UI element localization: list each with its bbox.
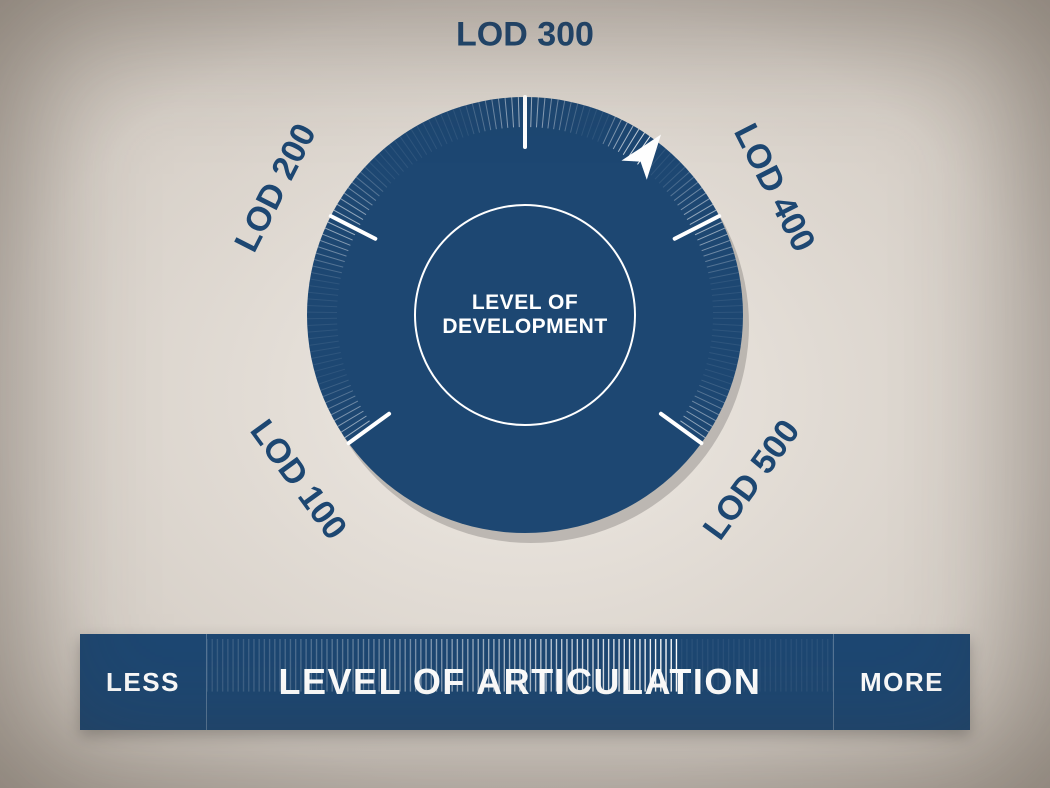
bar-mid: LEVEL OF ARTICULATION <box>206 634 834 730</box>
dial-label-3: LOD 300 <box>456 16 594 55</box>
dial-center-label: LEVEL OF DEVELOPMENT <box>442 291 607 339</box>
dial-center-line1: LEVEL OF <box>442 291 607 315</box>
dial-gauge: LEVEL OF DEVELOPMENT LOD 100LOD 200LOD 3… <box>225 15 825 615</box>
articulation-bar: LESS LEVEL OF ARTICULATION MORE <box>80 634 970 730</box>
bar-title: LEVEL OF ARTICULATION <box>279 661 762 703</box>
bar-more-label: MORE <box>834 667 970 698</box>
bar-less-label: LESS <box>80 667 206 698</box>
dial-center-line2: DEVELOPMENT <box>442 315 607 339</box>
